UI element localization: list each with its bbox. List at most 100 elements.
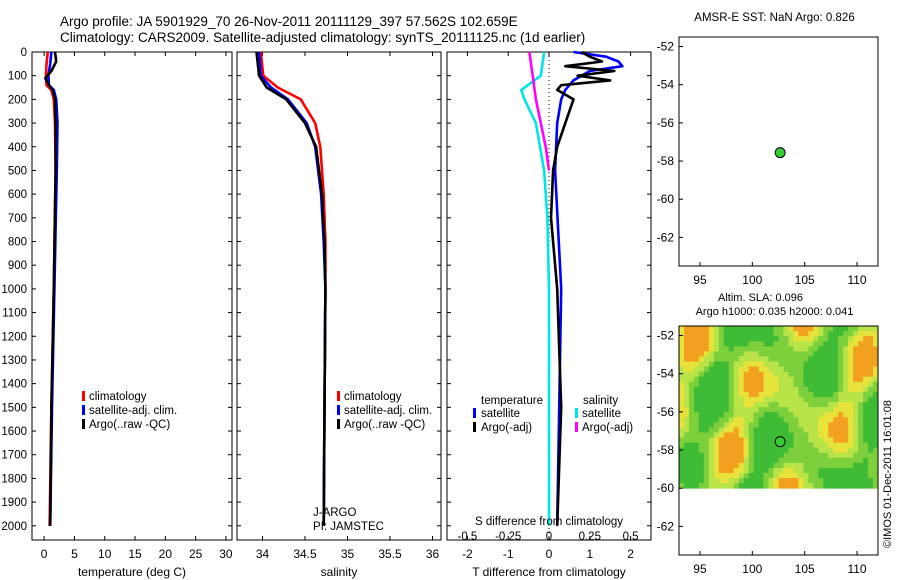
sla-heatmap-cell xyxy=(848,437,854,443)
sla-heatmap-cell xyxy=(833,402,839,408)
sla-heatmap-cell xyxy=(708,447,715,454)
sla-heatmap-cell xyxy=(863,432,869,438)
sla-heatmap-cell xyxy=(778,371,784,378)
sla-heatmap-cell xyxy=(728,326,735,332)
sla-heatmap-cell xyxy=(698,442,705,449)
sla-heatmap-cell xyxy=(853,447,859,454)
temperature-panel: 0100200300400500600700800900100011001200… xyxy=(1,47,233,579)
sla-heatmap-cell xyxy=(698,402,705,408)
sla-heatmap-cell xyxy=(853,462,859,469)
sla-heatmap-cell xyxy=(838,422,844,428)
sla-heatmap-cell xyxy=(738,467,745,474)
sla-heatmap-cell xyxy=(703,422,710,428)
sst-x-tick-label: 105 xyxy=(795,273,815,287)
sla-heatmap-cell xyxy=(818,361,824,367)
sla-heatmap-cell xyxy=(808,356,814,362)
sla-heatmap-cell xyxy=(763,391,769,398)
sla-heatmap-cell xyxy=(873,326,879,332)
sla-heatmap-cell xyxy=(768,402,774,408)
sla-heatmap-cell xyxy=(679,467,685,474)
sla-heatmap-cell xyxy=(818,422,824,428)
sla-heatmap-cell xyxy=(793,331,799,337)
sst-y-tick-label: -52 xyxy=(657,40,675,54)
sla-heatmap-cell xyxy=(713,407,720,413)
sla-heatmap-cell xyxy=(688,402,695,408)
temp-x-tick-label: 30 xyxy=(219,547,233,561)
sla-heatmap-cell xyxy=(788,417,794,423)
sla-heatmap-cell xyxy=(808,467,814,474)
sla-heatmap-cell xyxy=(758,346,764,352)
sla-heatmap-cell xyxy=(823,366,829,373)
sla-heatmap-cell xyxy=(703,473,710,479)
sla-heatmap-cell xyxy=(773,462,779,469)
sla-heatmap-cell xyxy=(693,457,700,464)
sla-heatmap-cell xyxy=(688,447,695,454)
sla-heatmap-cell xyxy=(803,483,809,489)
sla-heatmap-cell xyxy=(683,447,690,454)
depth-tick-label: 500 xyxy=(8,165,27,177)
diff-x2-tick-label: -0.25 xyxy=(495,531,521,543)
sla-heatmap-cell xyxy=(793,396,799,403)
sla-heatmap-cell xyxy=(679,371,685,378)
sla-heatmap-cell xyxy=(833,483,839,489)
sla-heatmap-cell xyxy=(679,432,685,438)
sla-heatmap-cell xyxy=(733,452,740,459)
sla-heatmap-cell xyxy=(808,326,814,332)
sla-heatmap-cell xyxy=(838,457,844,464)
sla-heatmap-cell xyxy=(778,351,784,357)
sla-heatmap-cell xyxy=(843,361,849,367)
sla-heatmap-cell xyxy=(818,412,824,418)
sla-heatmap-cell xyxy=(863,422,869,428)
sla-heatmap-cell xyxy=(858,361,864,367)
sla-heatmap-cell xyxy=(798,376,804,383)
sla-heatmap-cell xyxy=(738,376,745,383)
sla-heatmap-cell xyxy=(693,427,700,433)
sla-heatmap-cell xyxy=(813,452,819,459)
sla-heatmap-cell xyxy=(858,326,864,332)
diff-legend-temp-label: satellite xyxy=(481,408,520,420)
sla-heatmap-cell xyxy=(818,351,824,357)
sla-heatmap-cell xyxy=(843,326,849,332)
sla-heatmap-cell xyxy=(698,366,705,373)
sla-heatmap-cell xyxy=(693,483,700,489)
sla-heatmap-cell xyxy=(753,483,760,489)
sla-heatmap-cell xyxy=(788,478,794,484)
sla-heatmap-cell xyxy=(723,412,730,418)
sla-heatmap-cell xyxy=(728,346,735,352)
sla-heatmap-cell xyxy=(693,478,700,484)
sla-heatmap-cell xyxy=(813,351,819,357)
sla-heatmap-cell xyxy=(763,331,769,337)
sla-heatmap-cell xyxy=(848,346,854,352)
sla-heatmap-cell xyxy=(743,412,750,418)
sla-heatmap-cell xyxy=(778,336,784,342)
sla-heatmap-cell xyxy=(818,462,824,469)
sla-heatmap-cell xyxy=(733,422,740,428)
sla-heatmap-cell xyxy=(743,473,750,479)
sla-heatmap-cell xyxy=(743,427,750,433)
sla-heatmap-cell xyxy=(813,331,819,337)
sla-heatmap-cell xyxy=(793,407,799,413)
sla-heatmap-cell xyxy=(803,457,809,464)
sla-heatmap-cell xyxy=(703,427,710,433)
sla-heatmap-cell xyxy=(848,326,854,332)
sla-heatmap-cell xyxy=(858,351,864,357)
depth-tick-label: 1000 xyxy=(1,284,27,296)
sla-heatmap-cell xyxy=(763,356,769,362)
sla-heatmap-cell xyxy=(718,437,725,443)
sla-heatmap-cell xyxy=(823,437,829,443)
sla-heatmap-cell xyxy=(803,351,809,357)
sst-map-frame xyxy=(678,36,879,267)
sla-heatmap-cell xyxy=(813,402,819,408)
sla-heatmap-cell xyxy=(828,402,834,408)
sla-heatmap-cell xyxy=(763,361,769,367)
sla-heatmap-cell xyxy=(848,467,854,474)
sla-heatmap-cell xyxy=(808,346,814,352)
sla-heatmap-cell xyxy=(728,407,735,413)
sla-heatmap-cell xyxy=(788,452,794,459)
sla-heatmap-cell xyxy=(838,452,844,459)
sla-heatmap-cell xyxy=(683,432,690,438)
sla-heatmap-cell xyxy=(818,407,824,413)
sla-heatmap-cell xyxy=(679,391,685,398)
sla-heatmap-cell xyxy=(798,396,804,403)
sla-heatmap-cell xyxy=(728,462,735,469)
